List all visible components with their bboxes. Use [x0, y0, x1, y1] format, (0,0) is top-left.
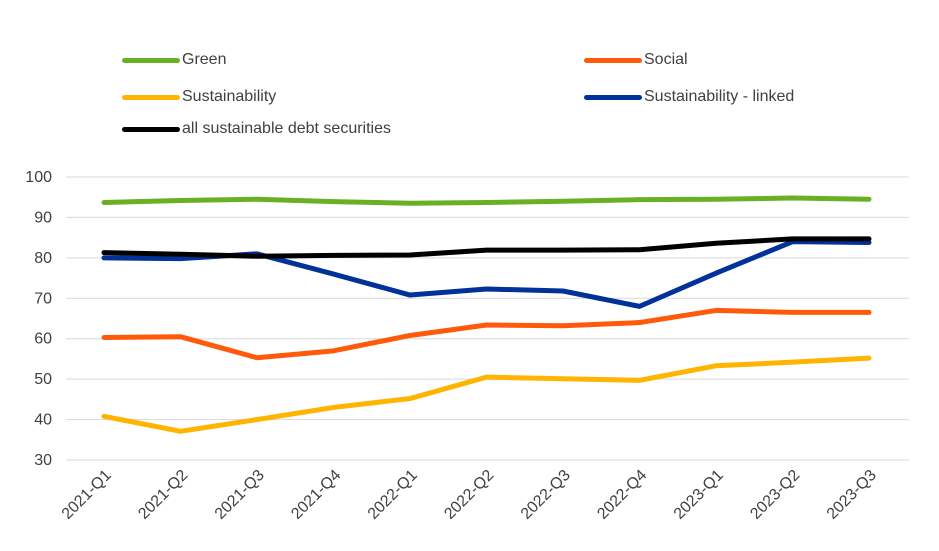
y-tick-label: 100: [25, 169, 52, 186]
y-tick-label: 50: [34, 371, 52, 388]
y-tick-label: 70: [34, 290, 52, 307]
legend-item-all-sustainable: all sustainable debt securities: [122, 118, 391, 140]
legend-label-sustainability: Sustainability: [182, 88, 277, 105]
series-line-sustainability: [101, 355, 872, 434]
x-tick-label: 2023-Q1: [671, 467, 727, 523]
legend-label-all-sustainable: all sustainable debt securities: [182, 120, 392, 137]
x-tick-label: 2022-Q4: [594, 467, 650, 523]
x-tick-label: 2022-Q3: [518, 467, 574, 523]
y-tick-label: 30: [34, 452, 52, 469]
y-tick-label: 80: [34, 250, 52, 267]
x-tick-label: 2021-Q3: [212, 467, 268, 523]
legend-label-social: Social: [644, 51, 688, 68]
legend-label-sustainability-linked: Sustainability - linked: [644, 88, 795, 105]
series-line-social: [101, 307, 872, 361]
y-axis: 30 40 50 60 70 80 90 100: [25, 169, 52, 469]
legend-swatch-sustainability: [122, 94, 180, 100]
x-axis: 2021-Q1 2021-Q2 2021-Q3 2021-Q4 2022-Q1 2022-…: [59, 467, 880, 523]
x-tick-label: 2021-Q4: [288, 467, 344, 523]
legend-swatch-all-sustainable: [122, 126, 180, 132]
series-line-green: [101, 195, 872, 206]
legend-item-sustainability: Sustainability: [122, 86, 276, 108]
y-tick-label: 60: [34, 331, 52, 348]
x-tick-label: 2023-Q3: [824, 467, 880, 523]
legend-swatch-sustainability-linked: [584, 94, 642, 100]
series-lines: [101, 195, 872, 434]
x-tick-label: 2022-Q2: [441, 467, 497, 523]
legend-item-sustainability-linked: Sustainability - linked: [584, 86, 794, 108]
y-tick-label: 90: [34, 209, 52, 226]
y-tick-label: 40: [34, 412, 52, 429]
x-tick-label: 2021-Q2: [135, 467, 191, 523]
x-tick-label: 2021-Q1: [59, 467, 115, 523]
series-line-all-sustainable: [101, 236, 872, 259]
x-tick-label: 2022-Q1: [365, 467, 421, 523]
gridlines: [66, 176, 909, 461]
legend-label-green: Green: [182, 51, 227, 68]
legend-swatch-social: [584, 57, 642, 63]
legend-item-green: Green: [122, 49, 226, 71]
legend-swatch-green: [122, 57, 180, 63]
x-tick-label: 2023-Q2: [747, 467, 803, 523]
legend-item-social: Social: [584, 49, 688, 71]
